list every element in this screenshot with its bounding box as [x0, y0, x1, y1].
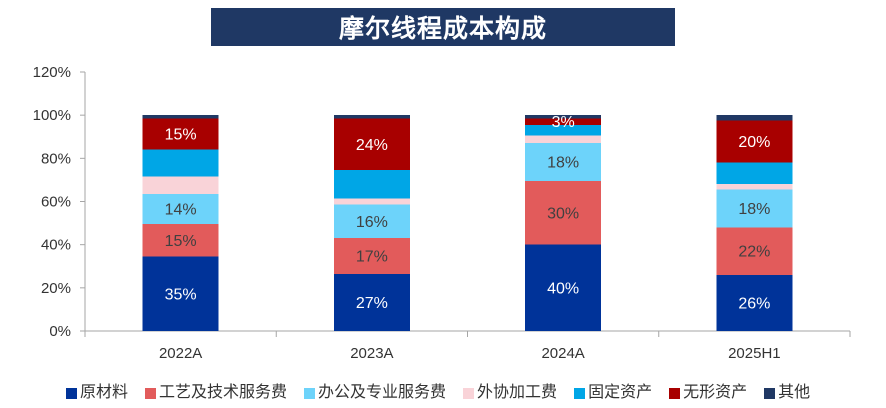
- legend-label-other: 其他: [778, 384, 811, 401]
- x-tick-label-2024a: 2024A: [541, 345, 584, 362]
- legend-swatch-other: [764, 387, 776, 399]
- legend-item-intangible-assets: 无形资产: [669, 384, 747, 402]
- bar-segment-outsourced-processing-2024a: [525, 135, 602, 144]
- y-tick-label: 60%: [41, 194, 71, 211]
- legend-swatch-raw-materials: [66, 387, 77, 399]
- data-label-intangible-assets-2022a: 15%: [165, 127, 197, 144]
- legend-item-fixed-assets: 固定资产: [574, 384, 652, 402]
- data-label-intangible-assets-2023a: 24%: [356, 137, 388, 154]
- bar-segment-outsourced-processing-2023a: [333, 198, 410, 205]
- y-tick-label: 100%: [33, 107, 71, 124]
- x-tick-label-2025h1: 2025H1: [728, 345, 781, 362]
- bar-segment-other-2025h1: [716, 115, 793, 121]
- legend-swatch-intangible-assets: [669, 387, 681, 399]
- data-label-office-professional-services-2023a: 16%: [356, 214, 388, 231]
- bar-segment-process-tech-services-2022a: [142, 224, 219, 257]
- bar-segment-intangible-assets-2022a: [142, 118, 219, 150]
- bar-segment-intangible-assets-2023a: [333, 118, 410, 171]
- legend-item-office-professional-services: 办公及专业服务费: [304, 384, 446, 402]
- chart-title: 摩尔线程成本构成: [211, 8, 675, 46]
- y-tick-label: 0%: [49, 323, 71, 340]
- bar-segment-raw-materials-2022a: [142, 256, 219, 331]
- y-tick-label: 40%: [41, 237, 71, 254]
- bar-segment-other-2023a: [333, 115, 410, 119]
- data-label-raw-materials-2022a: 35%: [165, 286, 197, 303]
- legend-item-other: 其他: [764, 384, 810, 402]
- legend-label-fixed-assets: 固定资产: [588, 384, 653, 401]
- y-tick-label: 120%: [33, 64, 71, 81]
- data-label-raw-materials-2025h1: 26%: [738, 295, 770, 312]
- chart-legend: 原材料 工艺及技术服务费 办公及专业服务费 外协加工费 固定资产 无形资产 其他: [66, 384, 810, 402]
- y-tick-label: 20%: [41, 280, 71, 297]
- data-label-process-tech-services-2023a: 17%: [356, 248, 388, 265]
- bar-segment-other-2024a: [525, 115, 602, 119]
- bar-segment-office-professional-services-2024a: [525, 143, 602, 181]
- data-label-office-professional-services-2022a: 14%: [165, 202, 197, 219]
- bar-segment-intangible-assets-2025h1: [716, 120, 793, 163]
- data-label-office-professional-services-2024a: 18%: [547, 155, 579, 172]
- legend-label-outsourced-processing: 外协加工费: [477, 384, 558, 401]
- legend-item-outsourced-processing: 外协加工费: [463, 384, 557, 402]
- legend-swatch-office-professional-services: [304, 387, 316, 399]
- bar-segment-office-professional-services-2022a: [142, 193, 219, 225]
- bar-segment-fixed-assets-2025h1: [716, 162, 793, 185]
- bar-segment-fixed-assets-2024a: [525, 124, 602, 136]
- legend-item-process-tech-services: 工艺及技术服务费: [145, 384, 287, 402]
- y-tick-label: 80%: [41, 150, 71, 167]
- bar-segment-process-tech-services-2024a: [525, 180, 602, 245]
- data-label-process-tech-services-2022a: 15%: [165, 233, 197, 250]
- bar-segment-outsourced-processing-2022a: [142, 176, 219, 194]
- bar-segment-fixed-assets-2022a: [142, 149, 219, 177]
- data-label-raw-materials-2023a: 27%: [356, 295, 388, 312]
- data-label-office-professional-services-2025h1: 18%: [738, 201, 770, 218]
- bar-segment-raw-materials-2023a: [333, 273, 410, 331]
- data-label-intangible-assets-2024a: 3%: [552, 114, 575, 131]
- legend-swatch-process-tech-services: [145, 387, 157, 399]
- bar-segment-intangible-assets-2024a: [525, 118, 602, 125]
- legend-swatch-outsourced-processing: [463, 387, 475, 399]
- bar-segment-fixed-assets-2023a: [333, 170, 410, 199]
- data-label-intangible-assets-2025h1: 20%: [738, 134, 770, 151]
- bar-segment-process-tech-services-2023a: [333, 238, 410, 274]
- data-label-process-tech-services-2025h1: 22%: [738, 244, 770, 261]
- x-tick-label-2022a: 2022A: [159, 345, 202, 362]
- data-label-process-tech-services-2024a: 30%: [547, 205, 579, 222]
- bar-segment-raw-materials-2025h1: [716, 274, 793, 331]
- legend-label-office-professional-services: 办公及专业服务费: [318, 384, 447, 401]
- data-label-raw-materials-2024a: 40%: [547, 280, 579, 297]
- legend-label-process-tech-services: 工艺及技术服务费: [159, 384, 288, 401]
- bar-segment-process-tech-services-2025h1: [716, 227, 793, 275]
- legend-swatch-fixed-assets: [574, 387, 586, 399]
- bar-segment-outsourced-processing-2025h1: [716, 184, 793, 190]
- legend-item-raw-materials: 原材料: [66, 384, 128, 402]
- bar-segment-office-professional-services-2025h1: [716, 189, 793, 228]
- bar-segment-office-professional-services-2023a: [333, 204, 410, 239]
- legend-label-intangible-assets: 无形资产: [683, 384, 748, 401]
- x-tick-label-2023a: 2023A: [350, 345, 393, 362]
- bar-segment-raw-materials-2024a: [525, 244, 602, 331]
- legend-label-raw-materials: 原材料: [80, 384, 129, 401]
- bar-segment-other-2022a: [142, 115, 219, 119]
